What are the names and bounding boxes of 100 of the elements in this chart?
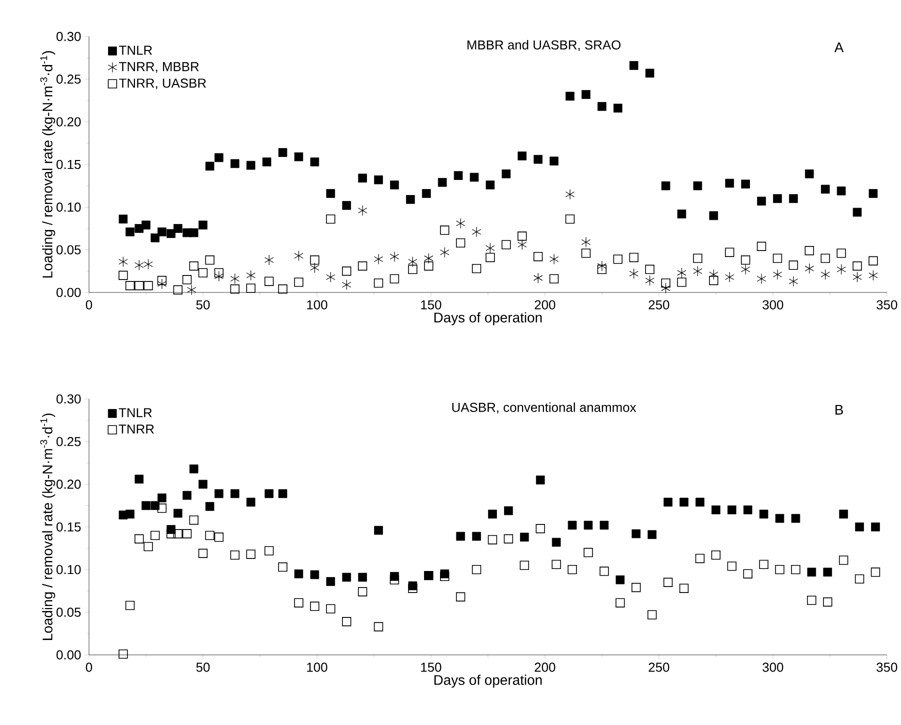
y-tick-label: 0.30: [56, 394, 81, 404]
point: [836, 248, 846, 258]
x-tick-label: 150: [421, 662, 442, 672]
point: [326, 577, 336, 586]
point: [486, 180, 495, 190]
point: [854, 574, 864, 584]
x-tick-label: 300: [762, 300, 784, 310]
point: [533, 252, 543, 262]
point: [772, 269, 782, 280]
y-tick-label: 0.05: [56, 608, 81, 617]
point: [870, 568, 880, 577]
x-tick-label: 50: [196, 662, 210, 672]
point: [214, 268, 224, 278]
point: [852, 261, 862, 271]
point: [374, 526, 383, 535]
x-axis-title: Days of operation: [434, 312, 542, 326]
point: [788, 276, 798, 287]
point: [390, 274, 400, 284]
point: [757, 196, 766, 206]
x-tick-label: 250: [648, 300, 670, 310]
point: [158, 494, 166, 502]
point: [173, 285, 182, 295]
point: [424, 261, 434, 271]
point: [125, 281, 135, 290]
point: [775, 565, 784, 574]
point: [804, 263, 814, 274]
point: [695, 554, 705, 564]
point: [536, 476, 545, 484]
point: [502, 240, 511, 250]
legend-label: TNRR, UASBR: [119, 78, 206, 90]
point: [182, 529, 192, 538]
point: [616, 575, 625, 584]
point: [709, 211, 718, 220]
point: [504, 534, 514, 544]
point: [552, 538, 561, 547]
point: [772, 254, 782, 263]
point: [632, 582, 641, 592]
y-tick-label: 0.25: [56, 437, 81, 446]
point: [118, 270, 128, 280]
point: [118, 214, 128, 224]
point: [836, 186, 846, 196]
point: [205, 530, 214, 540]
point: [693, 181, 702, 190]
point: [709, 269, 718, 280]
point: [550, 156, 558, 166]
y-tick-label: 0.00: [56, 288, 81, 298]
point: [134, 474, 144, 484]
y-axis-title: Loading / removal rate (kg-N·m$^{-3}$·d$^{-1}$): [40, 51, 56, 278]
point: [342, 201, 351, 210]
point: [230, 489, 240, 498]
point: [647, 610, 657, 620]
point: [552, 560, 561, 570]
point: [727, 506, 736, 514]
point: [118, 649, 128, 659]
point: [189, 261, 198, 271]
point: [150, 530, 160, 540]
point: [565, 189, 575, 200]
point: [230, 550, 240, 560]
point: [294, 250, 304, 262]
point: [868, 189, 878, 198]
point: [438, 178, 447, 187]
point: [868, 270, 878, 281]
point: [743, 506, 752, 514]
point: [150, 501, 160, 510]
y-tick-label: 0.10: [56, 202, 81, 212]
point: [205, 255, 214, 265]
legend-label: TNLR: [119, 46, 152, 55]
point: [126, 228, 134, 236]
point: [454, 171, 463, 180]
x-tick-label: 150: [421, 300, 442, 310]
x-tick-label: 0: [86, 300, 92, 310]
point: [488, 510, 497, 519]
point: [326, 272, 336, 282]
point: [358, 572, 367, 582]
point: [278, 562, 288, 572]
point: [125, 600, 135, 610]
y-tick-label: 0.25: [56, 74, 81, 84]
point: [804, 169, 814, 178]
point: [374, 175, 383, 184]
point: [740, 264, 750, 275]
point: [679, 584, 689, 593]
x-tick-label: 200: [534, 300, 556, 310]
point: [294, 152, 304, 162]
point: [182, 275, 192, 284]
point: [174, 508, 182, 518]
point: [486, 252, 495, 262]
point: [358, 261, 368, 271]
point: [839, 510, 848, 519]
x-tick-label: 200: [534, 662, 556, 672]
point: [823, 597, 832, 607]
point: [198, 268, 208, 278]
point: [600, 566, 609, 576]
point: [613, 104, 622, 113]
point: [186, 284, 196, 296]
point: [310, 158, 320, 166]
point: [838, 556, 848, 565]
x-tick-label: 350: [876, 300, 898, 310]
point: [424, 253, 434, 264]
point: [502, 169, 511, 178]
point: [629, 252, 638, 262]
